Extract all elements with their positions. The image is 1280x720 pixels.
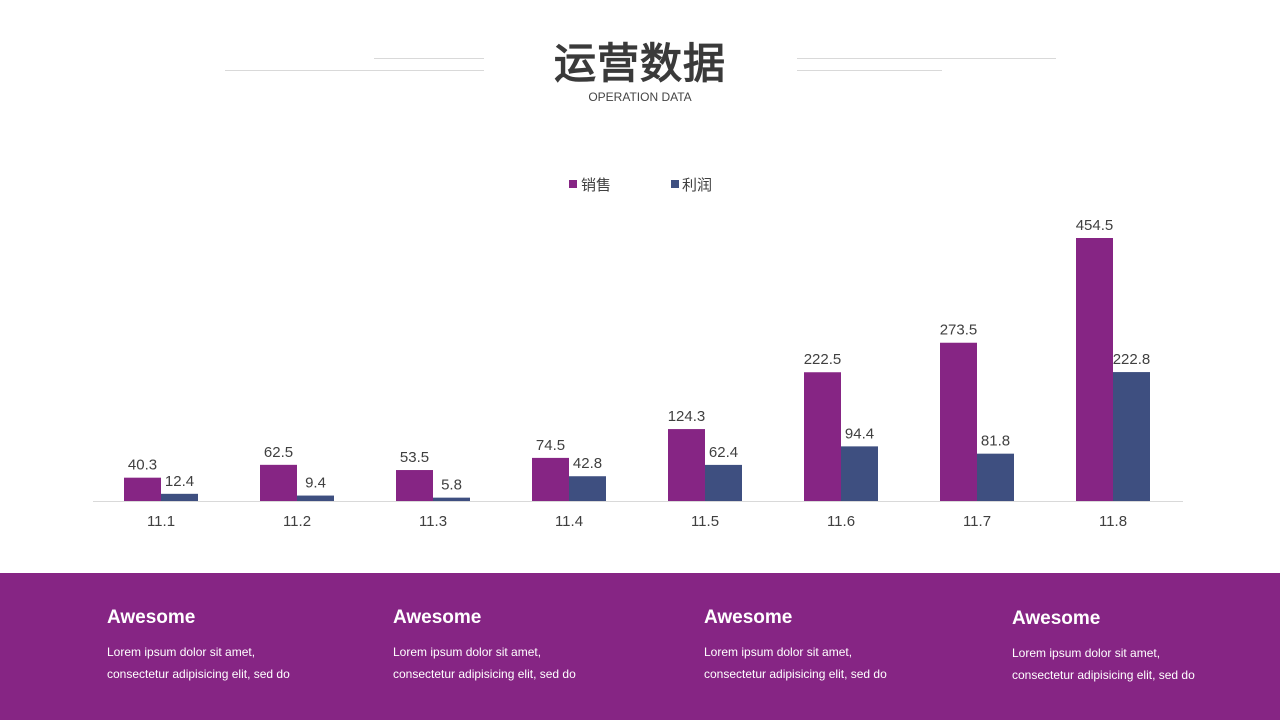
- x-tick-label: 11.5: [691, 513, 719, 530]
- bar-sales: [396, 470, 433, 501]
- data-label: 74.5: [536, 437, 565, 454]
- decorative-line: [797, 58, 1056, 59]
- bar-profit: [569, 476, 606, 501]
- legend-swatch: [671, 180, 679, 188]
- data-label: 454.5: [1076, 217, 1114, 234]
- data-label: 53.5: [400, 449, 429, 466]
- data-label: 40.3: [128, 457, 157, 474]
- bar-profit: [977, 453, 1014, 501]
- card-text-line: consectetur adipisicing elit, sed do: [704, 667, 887, 681]
- bar-profit: [841, 446, 878, 501]
- legend-label: 利润: [682, 177, 712, 194]
- card-text-line: consectetur adipisicing elit, sed do: [107, 667, 290, 681]
- footer-card: Awesome Lorem ipsum dolor sit amet, cons…: [1012, 608, 1195, 686]
- data-label: 42.8: [573, 455, 602, 472]
- x-tick-label: 11.4: [555, 513, 583, 530]
- footer-band: Awesome Lorem ipsum dolor sit amet, cons…: [0, 573, 1280, 720]
- bar-sales: [532, 457, 569, 501]
- x-tick-label: 11.2: [283, 513, 311, 530]
- page-subtitle: OPERATION DATA: [588, 90, 692, 104]
- card-text-line: Lorem ipsum dolor sit amet,: [1012, 646, 1161, 660]
- bar-profit: [1113, 372, 1150, 501]
- bar-chart: 销售 利润 40.3 12.4 11.1 62.5 9.4 11.2 53.5 5.8 11.3 74…: [93, 177, 1183, 530]
- bar-sales: [668, 429, 705, 501]
- bar-sales: [124, 477, 161, 501]
- decorative-line: [374, 58, 484, 59]
- card-title: Awesome: [704, 607, 793, 628]
- bar-sales: [804, 372, 841, 501]
- bar-sales: [940, 342, 977, 501]
- card-title: Awesome: [1012, 608, 1101, 629]
- data-label: 124.3: [668, 408, 706, 425]
- data-label: 9.4: [305, 475, 326, 492]
- card-text-line: Lorem ipsum dolor sit amet,: [107, 645, 256, 659]
- card-text-line: Lorem ipsum dolor sit amet,: [393, 645, 542, 659]
- data-label: 12.4: [165, 473, 194, 490]
- x-tick-label: 11.8: [1099, 513, 1127, 530]
- card-title: Awesome: [393, 607, 482, 628]
- data-label: 5.8: [441, 477, 462, 494]
- data-label: 62.5: [264, 444, 293, 461]
- legend-swatch: [569, 180, 577, 188]
- card-text-line: consectetur adipisicing elit, sed do: [1012, 668, 1195, 682]
- bar-profit: [433, 497, 470, 501]
- x-tick-label: 11.3: [419, 513, 447, 530]
- legend-label: 销售: [581, 177, 611, 194]
- page-title: 运营数据: [553, 39, 726, 88]
- x-tick-label: 11.1: [147, 513, 175, 530]
- x-tick-label: 11.7: [963, 513, 991, 530]
- data-label: 94.4: [845, 425, 874, 442]
- bar-sales: [260, 464, 297, 501]
- footer-card: Awesome Lorem ipsum dolor sit amet, cons…: [704, 607, 887, 685]
- bar-profit: [297, 495, 334, 501]
- card-text-line: Lorem ipsum dolor sit amet,: [704, 645, 853, 659]
- bar-sales: [1076, 238, 1113, 501]
- data-label: 81.8: [981, 433, 1010, 450]
- card-title: Awesome: [107, 607, 196, 628]
- bar-profit: [161, 493, 198, 501]
- footer-card: Awesome Lorem ipsum dolor sit amet, cons…: [393, 607, 576, 685]
- data-label: 222.8: [1113, 351, 1151, 368]
- data-label: 62.4: [709, 444, 738, 461]
- data-label: 222.5: [804, 351, 842, 368]
- x-tick-label: 11.6: [827, 513, 855, 530]
- footer-card: Awesome Lorem ipsum dolor sit amet, cons…: [107, 607, 290, 685]
- decorative-line: [797, 70, 942, 71]
- data-label: 273.5: [940, 322, 978, 339]
- card-text-line: consectetur adipisicing elit, sed do: [393, 667, 576, 681]
- decorative-line: [225, 70, 484, 71]
- bar-profit: [705, 464, 742, 501]
